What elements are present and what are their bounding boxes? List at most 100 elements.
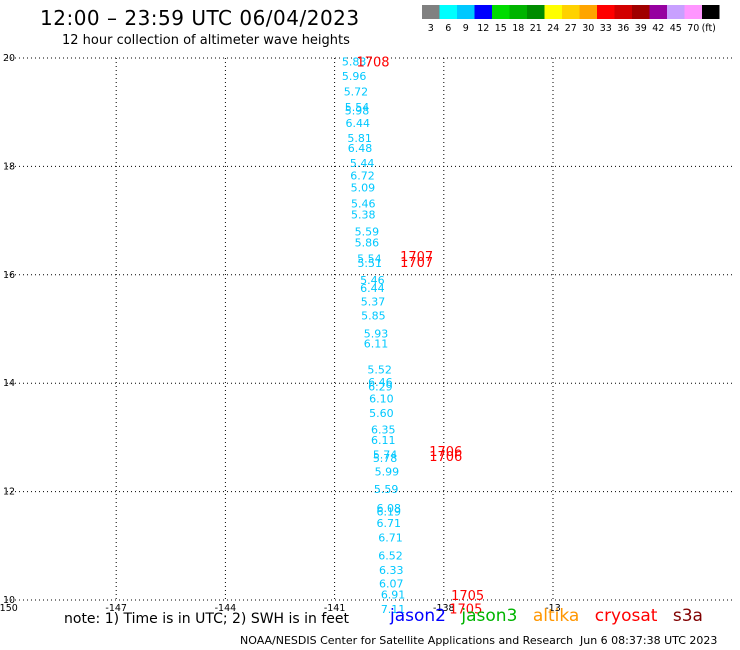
colorbar-swatch bbox=[614, 5, 632, 19]
colorbar-label: 9 bbox=[463, 23, 469, 34]
swh-value-label: 6.08 bbox=[376, 502, 401, 515]
swh-value-label: 6.46 bbox=[368, 376, 393, 389]
colorbar-label: 18 bbox=[512, 23, 524, 34]
colorbar-label: 3 bbox=[428, 23, 434, 34]
time-label: 1708 bbox=[356, 55, 389, 70]
colorbar-label: 30 bbox=[582, 23, 594, 34]
colorbar-swatch bbox=[632, 5, 650, 19]
swh-value-label: 5.99 bbox=[375, 466, 400, 479]
colorbar-label: 6 bbox=[445, 23, 451, 34]
colorbar-label: 24 bbox=[547, 23, 559, 34]
swh-value-label: 6.52 bbox=[378, 550, 403, 563]
colorbar-swatch bbox=[702, 5, 720, 19]
time-label: 1705 bbox=[451, 589, 484, 604]
swh-value-label: 5.51 bbox=[358, 257, 383, 270]
swh-value-label: 6.72 bbox=[350, 170, 375, 183]
swh-value-label: 5.59 bbox=[355, 225, 380, 238]
y-tick-label: 20 bbox=[3, 53, 15, 64]
swh-value-label: 5.38 bbox=[351, 209, 376, 222]
swh-value-label: 5.46 bbox=[360, 274, 385, 287]
swh-value-label: 5.93 bbox=[364, 327, 389, 340]
swh-value-label: 5.44 bbox=[350, 157, 375, 170]
swh-value-label: 6.48 bbox=[348, 142, 373, 155]
y-tick-label: 14 bbox=[3, 378, 15, 389]
generated-timestamp: Jun 6 08:37:38 UTC 2023 bbox=[580, 634, 718, 647]
swh-value-label: 6.44 bbox=[346, 117, 371, 130]
swh-value-label: 5.37 bbox=[361, 295, 386, 308]
swh-value-label: 5.46 bbox=[351, 197, 376, 210]
swh-value-label: 5.74 bbox=[373, 449, 398, 462]
colorbar-label: 39 bbox=[635, 23, 647, 34]
colorbar-label: 33 bbox=[600, 23, 612, 34]
mission-s3a: s3a bbox=[672, 606, 703, 626]
y-tick-label: 10 bbox=[3, 595, 15, 606]
colorbar-label: 15 bbox=[495, 23, 507, 34]
colorbar-label: 12 bbox=[477, 23, 489, 34]
time-label: 1705 bbox=[449, 603, 482, 618]
swh-value-label: 5.52 bbox=[367, 364, 392, 377]
page-subtitle: 12 hour collection of altimeter wave hei… bbox=[62, 33, 350, 48]
swh-value-label: 5.81 bbox=[347, 132, 372, 145]
swh-value-label: 6.10 bbox=[369, 392, 394, 405]
colorbar-swatch bbox=[457, 5, 475, 19]
colorbar-swatch bbox=[439, 5, 457, 19]
mission-jason3: jason3 bbox=[461, 606, 518, 626]
y-tick-label: 18 bbox=[3, 161, 15, 172]
colorbar-label: 42 bbox=[652, 23, 664, 34]
swh-value-label: 5.78 bbox=[373, 452, 398, 465]
colorbar-swatch bbox=[492, 5, 510, 19]
swh-value-label: 6.29 bbox=[368, 380, 393, 393]
time-label: 1707 bbox=[400, 256, 433, 271]
swh-value-label: 6.19 bbox=[376, 506, 401, 519]
colorbar-swatch bbox=[527, 5, 545, 19]
swh-value-label: 5.59 bbox=[374, 483, 399, 496]
x-tick-label: -144 bbox=[215, 603, 237, 614]
colorbar-swatch bbox=[544, 5, 562, 19]
swh-value-label: 5.85 bbox=[361, 309, 386, 322]
swh-value-label: 6.11 bbox=[371, 434, 396, 447]
colorbar-swatch bbox=[579, 5, 597, 19]
swh-value-label: 5.54 bbox=[345, 101, 370, 114]
x-tick-label: -147 bbox=[105, 603, 127, 614]
colorbar-label: (ft) bbox=[702, 23, 716, 34]
x-tick-label: -141 bbox=[324, 603, 346, 614]
swh-value-label: 6.35 bbox=[371, 423, 396, 436]
x-tick-label: -150 bbox=[0, 603, 18, 614]
footer-note: note: 1) Time is in UTC; 2) SWH is in fe… bbox=[64, 611, 350, 627]
colorbar-label: 36 bbox=[617, 23, 629, 34]
y-tick-label: 12 bbox=[3, 487, 15, 498]
swh-value-label: 6.11 bbox=[364, 338, 389, 351]
colorbar-swatch bbox=[649, 5, 667, 19]
x-tick-label: -13 bbox=[545, 603, 561, 614]
swh-value-label: 6.71 bbox=[376, 517, 401, 530]
swh-value-label: 5.96 bbox=[342, 70, 367, 83]
swh-value-label: 5.72 bbox=[344, 86, 369, 99]
time-label: 1707 bbox=[400, 250, 433, 265]
colorbar-label: 70 bbox=[687, 23, 699, 34]
time-label: 1706 bbox=[429, 450, 462, 465]
swh-value-label: 5.60 bbox=[369, 407, 394, 420]
swh-value-label: 5.86 bbox=[355, 236, 380, 249]
colorbar-swatch bbox=[474, 5, 492, 19]
swh-value-label: 6.91 bbox=[381, 589, 406, 602]
swh-value-label: 6.33 bbox=[379, 564, 404, 577]
mission-jason2: jason2 bbox=[390, 606, 446, 626]
y-tick-label: 16 bbox=[3, 270, 15, 281]
swh-value-label: 6.44 bbox=[360, 282, 385, 295]
colorbar-label: 45 bbox=[670, 23, 682, 34]
colorbar-swatch bbox=[597, 5, 615, 19]
page-title: 12:00 – 23:59 UTC 06/04/2023 bbox=[40, 6, 360, 30]
mission-cryosat: cryosat bbox=[594, 606, 658, 626]
swh-value-label: 7.11 bbox=[381, 603, 406, 616]
swh-value-label: 5.09 bbox=[351, 182, 376, 195]
credit-text: NOAA/NESDIS Center for Satellite Applica… bbox=[240, 634, 574, 647]
mission-legend: jason2 jason3 altika cryosat s3a bbox=[390, 606, 713, 626]
swh-value-label: 6.07 bbox=[379, 578, 404, 591]
colorbar-swatch bbox=[562, 5, 580, 19]
colorbar-legend: 3 6 9 12 15 18 21 24 27 30 33 36 39 42 45 70 (ft) bbox=[422, 5, 720, 34]
swh-value-label: 5.98 bbox=[345, 105, 370, 118]
swh-value-label: 5.83 bbox=[342, 55, 367, 68]
colorbar-label: 27 bbox=[565, 23, 577, 34]
swh-value-label: 6.71 bbox=[378, 532, 403, 545]
